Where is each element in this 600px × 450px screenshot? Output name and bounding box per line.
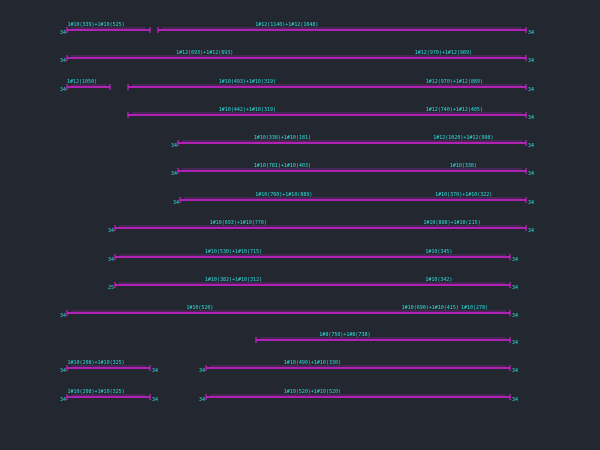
rebar-end-tag-left: 34 [173, 200, 179, 206]
rebar-end-tag-left: 34 [60, 87, 66, 93]
rebar-segment[interactable]: 1#10(208)+1#10(325)34 34 [60, 360, 158, 374]
rebar-spec-label: 1#8(750)+1#8(738) [319, 332, 370, 338]
rebar-end-tag-left: 34 [60, 368, 66, 374]
rebar-end-tag-left: 34 [60, 58, 66, 64]
rebar-segment[interactable]: 1#8(750)+1#8(738) 34 [255, 332, 518, 346]
rebar-row[interactable]: 1#8(750)+1#8(738) 34 [255, 332, 518, 346]
rebar-end-tag-right: 34 [528, 30, 534, 36]
rebar-row[interactable]: 1#10(208)+1#10(325)34 341#10(520)+1#10(52… [60, 389, 518, 403]
rebar-row[interactable]: 1#10(382)+1#10(312) 1#10(342) 25 34 [108, 277, 518, 291]
rebar-row[interactable]: 1#10(339)+1#10(525)341#12(1140)+1#12(104… [60, 22, 534, 36]
rebar-end-tag-left: 34 [108, 228, 114, 234]
rebar-end-tag-left: 34 [60, 397, 66, 403]
rebar-spec-label: 1#12(740)+1#12(405) [426, 107, 483, 113]
rebar-spec-label: 1#10(278) [461, 305, 488, 311]
rebar-spec-label: 1#12(1140)+1#12(1048) [255, 22, 318, 28]
rebar-spec-label: 1#10(382)+1#10(312) [205, 277, 262, 283]
rebar-end-tag-left: 34 [171, 143, 177, 149]
rebar-spec-label: 1#12(970)+1#12(989) [415, 50, 472, 56]
rebar-end-tag-right: 34 [528, 87, 534, 93]
rebar-end-tag-right: 34 [152, 397, 158, 403]
rebar-segment[interactable]: 1#10(493)+1#10(319) 1#12(970)+1#12(889) 34 [127, 79, 534, 93]
rebar-segment[interactable]: 1#10(490)+1#10(330) 34 34 [199, 360, 518, 374]
rebar-row[interactable]: 1#12(693)+1#12(893) 1#12(970)+1#12(989) 34… [60, 50, 534, 64]
rebar-end-tag-right: 34 [528, 200, 534, 206]
rebar-end-tag-left: 34 [171, 171, 177, 177]
rebar-end-tag-right: 34 [528, 171, 534, 177]
rebar-segment[interactable]: 1#10(693)+1#10(770) 1#10(898)+1#10(215) 34… [108, 220, 534, 234]
rebar-spec-label: 1#10(781)+1#10(403) [254, 163, 311, 169]
rebar-end-tag-right: 34 [512, 285, 518, 291]
rebar-spec-label: 1#10(490)+1#10(330) [284, 360, 341, 366]
rebar-row[interactable]: 1#12(1050)341#10(493)+1#10(319) 1#12(970)… [60, 79, 534, 93]
rebar-end-tag-right: 34 [512, 368, 518, 374]
rebar-end-tag-left: 34 [108, 257, 114, 263]
rebar-spec-label: 1#10(338) [450, 163, 477, 169]
rebar-spec-label: 1#10(370)+1#10(322) [435, 192, 492, 198]
rebar-spec-label: 1#10(493)+1#10(319) [219, 79, 276, 85]
rebar-spec-label: 1#12(1050) [67, 79, 97, 85]
rebar-spec-label: 1#12(1020)+1#12(998) [433, 135, 493, 141]
rebar-end-tag-right: 34 [528, 58, 534, 64]
rebar-row[interactable]: 1#10(208)+1#10(325)34 341#10(490)+1#10(33… [60, 360, 518, 374]
rebar-segment[interactable]: 1#10(520)+1#10(520) 34 34 [199, 389, 518, 403]
rebar-end-tag-left: 34 [60, 30, 66, 36]
rebar-segment[interactable]: 1#10(339)+1#10(525)34 [60, 22, 151, 36]
rebar-spec-label: 1#10(530)+1#10(715) [205, 249, 262, 255]
rebar-spec-label: 1#12(970)+1#12(889) [426, 79, 483, 85]
rebar-end-tag-right: 34 [512, 313, 518, 319]
rebar-end-tag-left: 25 [108, 285, 114, 291]
rebar-end-tag-right: 34 [528, 143, 534, 149]
rebar-end-tag-right: 34 [512, 397, 518, 403]
rebar-row[interactable]: 1#10(693)+1#10(770) 1#10(898)+1#10(215) 34… [108, 220, 534, 234]
rebar-end-tag-right: 34 [512, 340, 518, 346]
rebar-spec-label: 1#10(442)+1#10(319) [219, 107, 276, 113]
rebar-segment[interactable]: 1#12(693)+1#12(893) 1#12(970)+1#12(989) 34… [60, 50, 534, 64]
rebar-row[interactable]: 1#10(338)+1#10(181) 1#12(1020)+1#12(998) 3… [171, 135, 534, 149]
rebar-segment[interactable]: 1#10(520) 1#10(690)+1#10(415) 1#10(278) 34 3… [60, 305, 518, 319]
rebar-end-tag-right: 34 [528, 228, 534, 234]
rebar-spec-label: 1#10(342) [425, 277, 452, 283]
rebar-spec-label: 1#10(208)+1#10(325) [67, 360, 124, 366]
rebar-spec-label: 1#10(339)+1#10(525) [67, 22, 124, 28]
rebar-segment[interactable]: 1#12(1140)+1#12(1048) 34 [157, 22, 534, 36]
rebar-segment[interactable]: 1#10(382)+1#10(312) 1#10(342) 25 34 [108, 277, 518, 291]
rebar-row[interactable]: 1#10(530)+1#10(715) 1#10(345) 34 34 [108, 249, 518, 263]
rebar-spec-label: 1#10(693)+1#10(770) [210, 220, 267, 226]
rebar-spec-label: 1#10(345) [425, 249, 452, 255]
rebar-spec-label: 1#10(520) [186, 305, 213, 311]
rebar-row[interactable]: 1#10(760)+1#10(889) 1#10(370)+1#10(322) 34… [173, 192, 534, 206]
rebar-end-tag-left: 34 [199, 397, 205, 403]
rebar-segment[interactable]: 1#10(442)+1#10(319) 1#12(740)+1#12(405) 34 [127, 107, 534, 121]
rebar-end-tag-right: 34 [512, 257, 518, 263]
rebar-row[interactable]: 1#10(781)+1#10(403) 1#10(338) 34 34 [171, 163, 534, 177]
rebar-end-tag-left: 34 [199, 368, 205, 374]
rebar-segment[interactable]: 1#10(208)+1#10(325)34 34 [60, 389, 158, 403]
rebar-segment[interactable]: 1#10(338)+1#10(181) 1#12(1020)+1#12(998) 3… [171, 135, 534, 149]
rebar-end-tag-left: 34 [60, 313, 66, 319]
rebar-segment[interactable]: 1#12(1050)34 [60, 79, 111, 93]
rebar-spec-label: 1#12(693)+1#12(893) [176, 50, 233, 56]
rebar-spec-label: 1#10(338)+1#10(181) [254, 135, 311, 141]
rebar-spec-label: 1#10(898)+1#10(215) [423, 220, 480, 226]
rebar-spec-label: 1#10(520)+1#10(520) [284, 389, 341, 395]
rebar-spec-label: 1#10(690)+1#10(415) [402, 305, 459, 311]
rebar-spec-label: 1#10(208)+1#10(325) [67, 389, 124, 395]
rebar-segment[interactable]: 1#10(530)+1#10(715) 1#10(345) 34 34 [108, 249, 518, 263]
rebar-row[interactable]: 1#10(442)+1#10(319) 1#12(740)+1#12(405) 34 [127, 107, 534, 121]
rebar-end-tag-right: 34 [152, 368, 158, 374]
rebar-segment[interactable]: 1#10(760)+1#10(889) 1#10(370)+1#10(322) 34… [173, 192, 534, 206]
rebar-spec-label: 1#10(760)+1#10(889) [255, 192, 312, 198]
rebar-row[interactable]: 1#10(520) 1#10(690)+1#10(415) 1#10(278) 34 3… [60, 305, 518, 319]
rebar-segment[interactable]: 1#10(781)+1#10(403) 1#10(338) 34 34 [171, 163, 534, 177]
rebar-end-tag-right: 34 [528, 115, 534, 121]
